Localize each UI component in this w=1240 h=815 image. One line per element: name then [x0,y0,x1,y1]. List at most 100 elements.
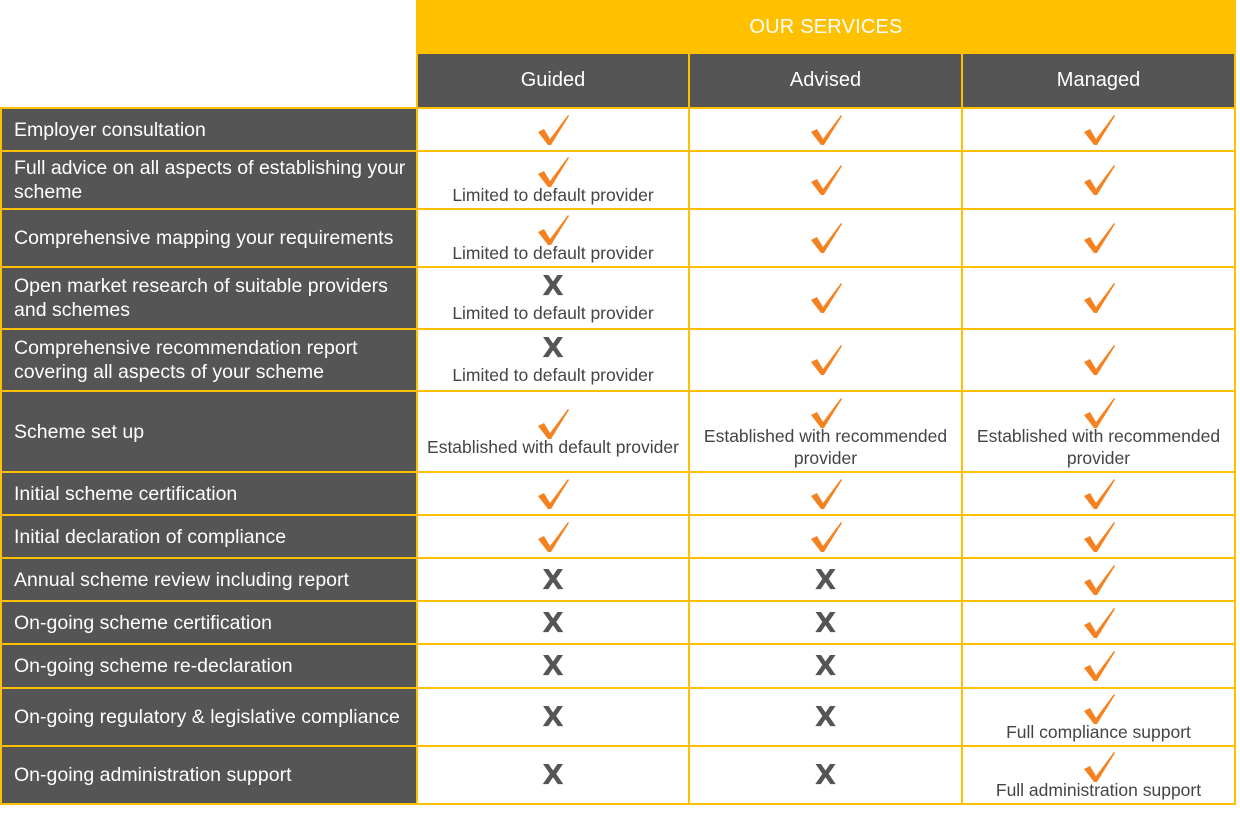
feature-label: Full advice on all aspects of establishi… [0,150,418,210]
cross-icon: X [814,562,837,596]
feature-label: On-going scheme re-declaration [0,643,418,689]
check-icon [538,215,569,245]
check-icon [1083,564,1115,595]
service-cell-guided: Established with default provider [416,390,690,473]
service-cell-guided: X [416,745,690,805]
check-icon [810,345,842,375]
cell-note: Established with recommended provider [703,425,948,468]
feature-label: Open market research of suitable provide… [0,266,418,330]
cross-icon: X [814,605,837,639]
service-cell-managed [961,266,1236,330]
cell-note: Limited to default provider [452,303,654,323]
feature-label: Comprehensive mapping your requirements [0,208,418,268]
service-cell-guided: X [416,557,690,602]
service-cell-advised [688,266,963,330]
cross-icon: X [542,758,564,791]
service-cell-advised [688,208,963,268]
feature-label: Initial declaration of compliance [0,514,418,559]
check-icon [538,478,569,509]
check-icon [1083,223,1115,253]
service-cell-managed: Established with recommended provider [961,390,1236,473]
feature-label: On-going administration support [0,745,418,805]
service-cell-managed [961,557,1236,602]
check-icon [810,114,842,145]
check-icon [1083,345,1115,375]
check-icon [810,521,842,552]
feature-label: On-going scheme certification [0,600,418,645]
column-header-guided: Guided [416,52,690,109]
service-cell-managed: Full compliance support [961,687,1236,747]
check-icon [810,478,842,509]
check-icon [1083,114,1115,145]
service-cell-guided: Limited to default provider [416,208,690,268]
service-cell-managed [961,514,1236,559]
column-header-managed: Managed [961,52,1236,109]
service-cell-guided [416,471,690,516]
cross-icon: X [814,649,837,682]
service-cell-guided: Limited to default provider [416,150,690,210]
table-row: Comprehensive mapping your requirements L… [0,208,1236,268]
service-cell-managed [961,600,1236,645]
service-cell-guided: X [416,643,690,689]
cell-note: Established with recommended provider [976,425,1221,468]
check-icon [810,397,842,428]
table-body: Employer consultation Full advice on all … [0,107,1236,805]
service-cell-advised [688,107,963,152]
cross-icon: X [542,269,564,302]
check-icon [810,223,842,253]
corner-spacer [1,1,417,53]
check-icon [538,157,569,187]
feature-label: Scheme set up [0,390,418,473]
cell-note: Full administration support [995,780,1202,800]
table-row: Comprehensive recommendation report cove… [0,328,1236,392]
check-icon [1083,651,1115,681]
service-cell-managed [961,208,1236,268]
services-title: OUR SERVICES [416,0,1236,54]
service-cell-advised: Established with recommended provider [688,390,963,473]
service-cell-advised [688,514,963,559]
check-icon [1083,165,1115,195]
cross-icon: X [542,605,564,639]
feature-label: Initial scheme certification [0,471,418,516]
feature-label: Comprehensive recommendation report cove… [0,328,418,392]
service-cell-managed [961,471,1236,516]
cell-note: Limited to default provider [452,365,654,385]
check-icon [1083,694,1115,724]
table-row: Employer consultation [0,107,1236,152]
table-row: Scheme set up Established with default pr… [0,390,1236,473]
service-cell-managed [961,150,1236,210]
cross-icon: X [814,700,837,733]
service-cell-managed: Full administration support [961,745,1236,805]
check-icon [1083,478,1115,509]
check-icon [538,114,569,145]
service-cell-advised: X [688,557,963,602]
service-cell-guided: X Limited to default provider [416,328,690,392]
feature-label: Employer consultation [0,107,418,152]
service-cell-advised [688,328,963,392]
service-cell-managed [961,107,1236,152]
service-cell-guided [416,107,690,152]
service-cell-managed [961,643,1236,689]
corner-spacer [1,53,417,108]
check-icon [810,165,842,195]
table-row: Annual scheme review including report X X [0,557,1236,602]
cell-note: Established with default provider [427,436,679,457]
cross-icon: X [814,758,837,791]
table-row: Full advice on all aspects of establishi… [0,150,1236,210]
service-cell-advised: X [688,600,963,645]
check-icon [1083,283,1115,313]
check-icon [1083,521,1115,552]
cross-icon: X [542,562,564,596]
check-icon [538,521,569,552]
check-icon [1083,752,1115,782]
table-row: Open market research of suitable provide… [0,266,1236,330]
table-row: On-going administration support X X Full ad… [0,745,1236,805]
check-icon [1083,607,1115,638]
check-icon [810,283,842,313]
service-cell-advised: X [688,745,963,805]
cross-icon: X [542,331,564,364]
check-icon [538,408,569,439]
service-cell-guided [416,514,690,559]
